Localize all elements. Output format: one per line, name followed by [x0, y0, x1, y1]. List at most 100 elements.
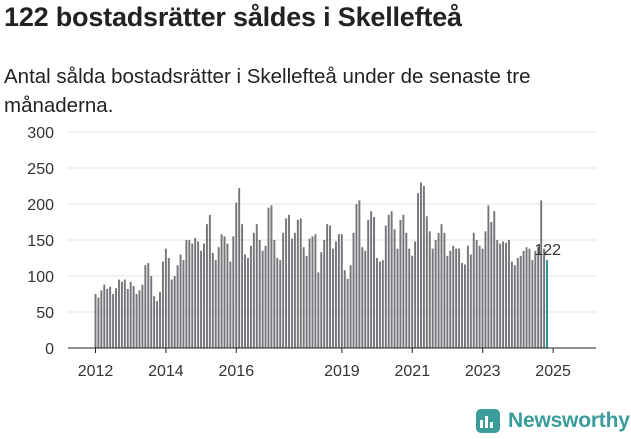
bar: [510, 261, 513, 348]
bar: [241, 224, 244, 348]
bar: [144, 265, 147, 348]
bar: [387, 214, 390, 348]
bar: [466, 245, 469, 348]
bar: [288, 214, 290, 348]
y-tick-label: 150: [27, 233, 54, 250]
bar: [469, 254, 472, 348]
bar: [106, 288, 109, 348]
bar: [411, 255, 414, 348]
bar: [452, 245, 455, 348]
bar: [505, 242, 507, 348]
bar: [270, 205, 273, 348]
chart-subtitle: Antal sålda bostadsrätter i Skellefteå u…: [4, 65, 531, 117]
bar: [428, 231, 431, 348]
bar: [249, 245, 252, 348]
bar: [396, 248, 399, 348]
highlight-value-label: 122: [534, 242, 561, 259]
bar: [197, 241, 200, 348]
bar: [361, 247, 364, 348]
bar: [484, 231, 487, 348]
bar: [232, 236, 235, 348]
bar: [349, 265, 352, 348]
bar: [378, 261, 381, 348]
bar: [414, 241, 417, 348]
y-tick-label: 300: [27, 125, 54, 142]
bar: [402, 214, 405, 348]
bar: [317, 272, 320, 348]
bar: [138, 290, 141, 348]
bar: [191, 243, 194, 348]
bar: [334, 241, 337, 348]
bar: [311, 236, 314, 348]
bar: [296, 219, 299, 348]
bar: [543, 248, 546, 348]
bar: [103, 284, 106, 348]
bar: [420, 182, 422, 348]
bar: [185, 240, 188, 348]
bar: [282, 232, 285, 348]
bar: [220, 234, 223, 348]
bar: [153, 296, 156, 348]
x-tick-label: 2019: [324, 363, 360, 380]
bar: [478, 245, 481, 348]
bar: [340, 234, 343, 348]
bar: [490, 222, 493, 348]
bar: [293, 232, 296, 348]
bar: [481, 248, 484, 348]
bar: [443, 232, 446, 348]
bar: [135, 294, 138, 348]
bar: [205, 224, 208, 348]
bar: [531, 260, 534, 348]
bar: [276, 258, 279, 348]
bar: [147, 263, 150, 348]
bar: [528, 248, 531, 348]
bar: [422, 186, 425, 348]
bar: [320, 252, 323, 348]
bar: [352, 232, 355, 348]
x-tick-label: 2016: [219, 363, 255, 380]
bar: [384, 225, 387, 348]
bar: [534, 250, 537, 348]
bar: [167, 258, 170, 348]
bar: [203, 243, 205, 348]
bar: [329, 225, 332, 348]
bar: [493, 211, 496, 348]
bar: [244, 254, 247, 348]
bar: [94, 294, 97, 348]
x-tick-label: 2023: [465, 363, 501, 380]
newsworthy-logo-text: Newsworthy: [508, 409, 630, 432]
bar: [499, 243, 502, 348]
bar: [235, 202, 238, 348]
bar: [540, 200, 543, 348]
bar: [431, 248, 434, 348]
bar: [437, 232, 440, 348]
bar: [346, 278, 349, 348]
bar: [126, 288, 129, 348]
bar: [458, 248, 461, 348]
bar: [273, 240, 276, 348]
y-tick-label: 100: [27, 269, 54, 286]
bar: [496, 240, 499, 348]
bar: [214, 260, 217, 348]
bar: [434, 240, 437, 348]
bar: [141, 284, 144, 348]
bar: [537, 247, 540, 348]
bar: [255, 224, 258, 348]
bar: [252, 232, 255, 348]
bar: [302, 247, 305, 348]
bar: [326, 224, 329, 348]
bar: [376, 258, 378, 348]
bar: [393, 229, 396, 348]
bar: [208, 214, 211, 348]
bar: [417, 193, 420, 348]
highlight-bar: [546, 260, 549, 348]
bar: [446, 255, 449, 348]
bar: [358, 200, 361, 348]
bar: [370, 211, 373, 348]
bar: [290, 238, 293, 348]
bar: [150, 276, 153, 348]
bar: [179, 254, 182, 348]
bar: [173, 276, 176, 348]
bar: [159, 291, 161, 348]
